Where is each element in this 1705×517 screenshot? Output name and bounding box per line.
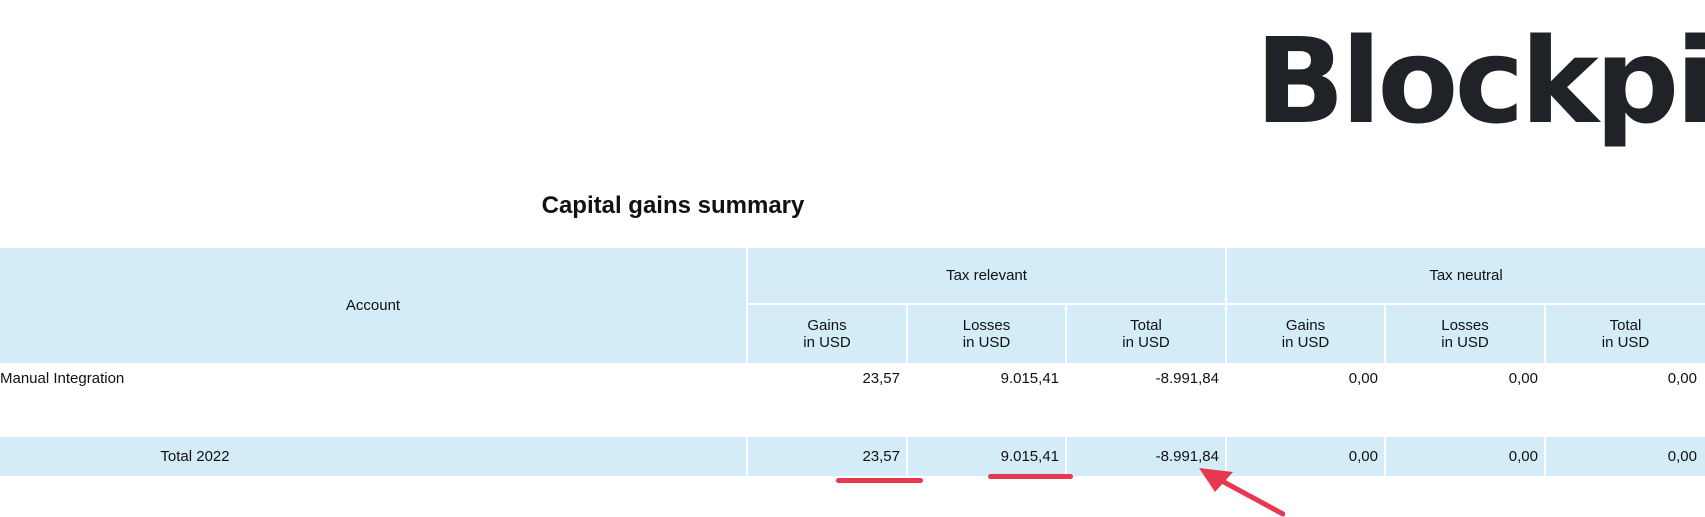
total-cell-bg <box>1546 437 1705 476</box>
total-cell-bg <box>748 437 906 476</box>
cell-value: -8.991,84 <box>1155 370 1219 387</box>
highlight-arrow <box>1199 468 1285 517</box>
total-cell-bg <box>1067 437 1225 476</box>
total-cell-bg <box>1386 437 1544 476</box>
column-header: Losses in USD <box>1386 305 1544 363</box>
highlight-underline <box>836 478 923 483</box>
cell-value: 0,00 <box>1667 448 1697 465</box>
report-title: Capital gains summary <box>541 192 805 219</box>
column-header: Gains in USD <box>1227 305 1384 363</box>
cell-value: -8.991,84 <box>1155 448 1219 465</box>
column-header: Total in USD <box>1546 305 1705 363</box>
logo: Blockpit <box>1255 12 1705 150</box>
header-cell: Account <box>0 248 746 363</box>
highlight-underline <box>988 474 1073 479</box>
row-label: Total 2022 <box>160 448 230 465</box>
cell-value: 0,00 <box>1348 370 1378 387</box>
total-cell-bg <box>908 437 1065 476</box>
total-cell-bg <box>1227 437 1384 476</box>
cell-value: 9.015,41 <box>1000 448 1059 465</box>
group-header: Tax relevant <box>748 248 1225 303</box>
cell-value: 23,57 <box>862 370 900 387</box>
total-cell-bg <box>0 437 746 476</box>
cell-value: 0,00 <box>1667 370 1697 387</box>
cell-value: 0,00 <box>1508 448 1538 465</box>
column-header: Losses in USD <box>908 305 1065 363</box>
cell-value: 0,00 <box>1508 370 1538 387</box>
cell-value: 9.015,41 <box>1000 370 1059 387</box>
column-header: Gains in USD <box>748 305 906 363</box>
group-header: Tax neutral <box>1227 248 1705 303</box>
cell-value: 0,00 <box>1348 448 1378 465</box>
cell-value: 23,57 <box>862 448 900 465</box>
row-label: Manual Integration <box>0 370 125 387</box>
column-header: Total in USD <box>1067 305 1225 363</box>
